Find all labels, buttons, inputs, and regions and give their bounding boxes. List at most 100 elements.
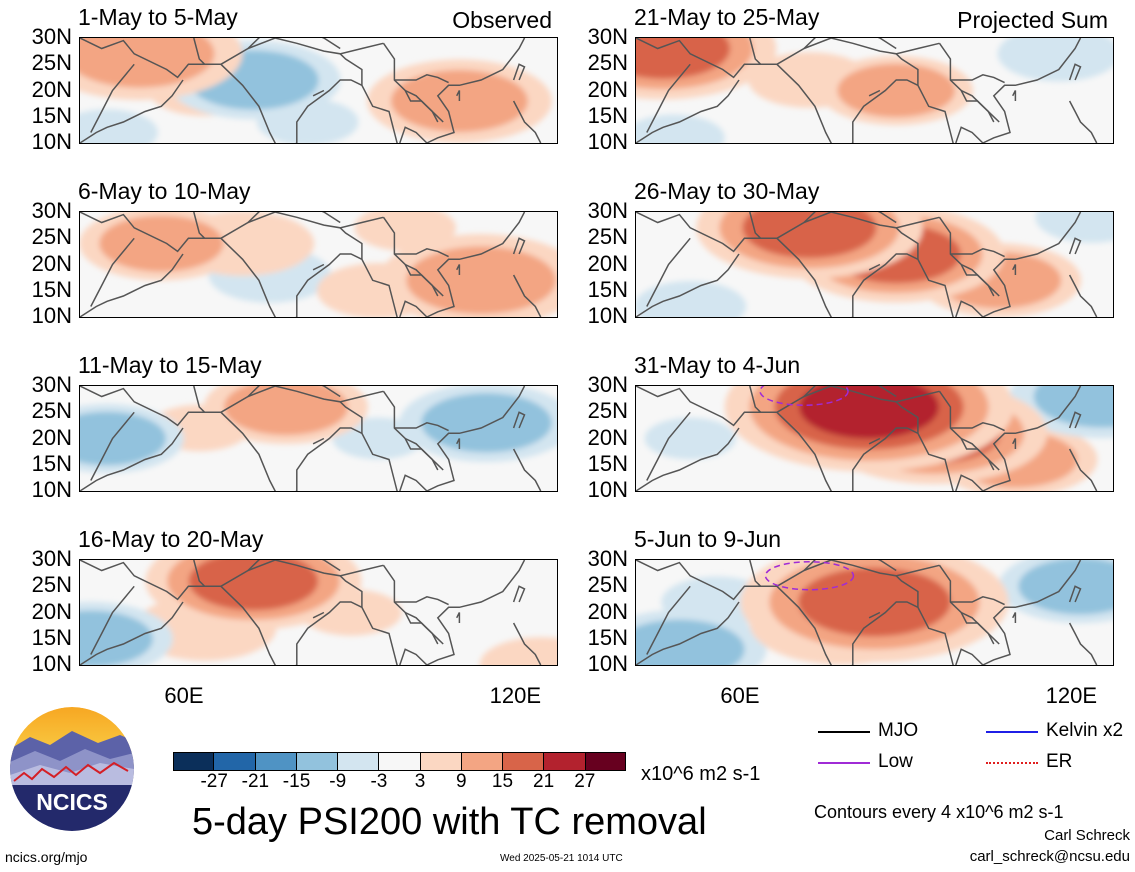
negative-anomaly	[636, 619, 745, 665]
coastline	[512, 411, 526, 429]
coastline	[955, 560, 1082, 665]
map-panel	[635, 559, 1114, 666]
positive-anomaly	[742, 212, 877, 259]
panel-title: 31-May to 4-Jun	[634, 352, 801, 378]
x-tick-label: 120E	[1045, 683, 1098, 708]
positive-anomaly	[223, 386, 348, 436]
country-border	[749, 38, 762, 65]
country-border	[803, 38, 940, 55]
country-border	[321, 386, 341, 398]
coastline	[646, 411, 691, 481]
y-tick-label: 25N	[31, 224, 72, 250]
psi-field	[636, 386, 1113, 491]
map-panel	[79, 37, 558, 144]
country-border	[950, 248, 1005, 258]
positive-anomaly	[479, 637, 557, 665]
positive-anomaly	[188, 560, 319, 611]
y-tick-label: 10N	[587, 303, 628, 328]
country-border	[877, 560, 897, 572]
coastline	[512, 585, 526, 603]
panel-tag: Projected Sum	[957, 7, 1108, 33]
y-tick-label: 20N	[587, 250, 628, 276]
colorbar-swatch	[173, 752, 215, 771]
country-border	[394, 596, 449, 606]
colorbar-swatch	[585, 752, 626, 771]
coastline	[90, 411, 135, 481]
coastline	[80, 560, 276, 665]
negative-anomaly	[636, 281, 747, 317]
coastline	[80, 212, 276, 317]
map-panel	[635, 37, 1114, 144]
coastline	[1012, 264, 1017, 275]
y-tick-label: 30N	[587, 546, 628, 571]
y-tick-label: 15N	[31, 276, 72, 302]
logo-graphic: NCICS	[10, 707, 134, 831]
coastline	[295, 253, 398, 317]
coastline	[1012, 438, 1017, 449]
colorbar-swatch	[379, 752, 421, 771]
coastline	[295, 601, 398, 665]
y-tick-label: 30N	[587, 372, 628, 397]
map-panel	[79, 559, 558, 666]
coastline	[80, 427, 184, 491]
chart-title: 5-day PSI200 with TC removal	[192, 801, 707, 843]
contour-note: Contours every 4 x10^6 m2 s-1	[814, 802, 1064, 822]
country-border	[394, 74, 449, 84]
country-border	[193, 560, 206, 587]
country-border	[321, 560, 341, 572]
country-border	[749, 212, 762, 239]
site-link[interactable]: ncics.org/mjo	[5, 849, 88, 865]
country-border	[950, 422, 1005, 432]
negative-anomaly	[997, 38, 1113, 82]
country-border	[877, 212, 897, 224]
negative-anomaly	[644, 417, 736, 460]
coastline	[636, 560, 832, 665]
legend-label: ER	[1046, 751, 1073, 772]
country-border	[803, 212, 940, 229]
x-tick-label: 120E	[489, 683, 542, 708]
colorbar-units: x10^6 m2 s-1	[641, 763, 761, 785]
x-tick-label: 60E	[164, 683, 204, 708]
panel-title: 5-Jun to 9-Jun	[634, 526, 782, 552]
y-tick-label: 20N	[587, 424, 628, 450]
country-border	[877, 38, 897, 50]
country-border	[247, 212, 384, 229]
coastline	[1068, 585, 1082, 603]
country-border	[247, 38, 384, 55]
coastline	[456, 90, 461, 101]
coastline	[851, 427, 954, 491]
country-border	[950, 596, 1005, 606]
negative-anomaly	[636, 114, 725, 143]
coastline	[456, 438, 461, 449]
y-tick-label: 10N	[31, 303, 72, 328]
y-tick-label: 15N	[587, 102, 628, 128]
positive-anomaly	[80, 38, 215, 88]
country-border	[339, 53, 363, 86]
negative-anomaly	[80, 610, 153, 665]
map-panel	[635, 211, 1114, 318]
coastline	[512, 63, 526, 81]
legend-line	[818, 762, 870, 764]
country-border	[868, 89, 881, 97]
y-tick-label: 25N	[31, 50, 72, 76]
coastline	[1012, 90, 1017, 101]
coastline	[636, 253, 740, 317]
y-tick-label: 20N	[587, 598, 628, 624]
y-tick-label: 10N	[587, 477, 628, 502]
psi-field	[636, 38, 1113, 143]
panel-title: 26-May to 30-May	[634, 178, 820, 204]
y-tick-label: 10N	[587, 651, 628, 676]
psi-field	[80, 212, 557, 317]
panel-title: 16-May to 20-May	[78, 526, 264, 552]
colorbar-swatch	[255, 752, 297, 771]
country-border	[321, 38, 341, 50]
country-border	[960, 611, 1000, 645]
low-contour	[759, 386, 849, 406]
coastline	[90, 237, 135, 307]
legend-line	[986, 731, 1038, 733]
y-tick-label: 25N	[31, 398, 72, 424]
y-tick-label: 15N	[587, 450, 628, 476]
y-tick-label: 30N	[31, 24, 72, 49]
y-tick-label: 20N	[31, 424, 72, 450]
legend-line	[818, 731, 870, 733]
